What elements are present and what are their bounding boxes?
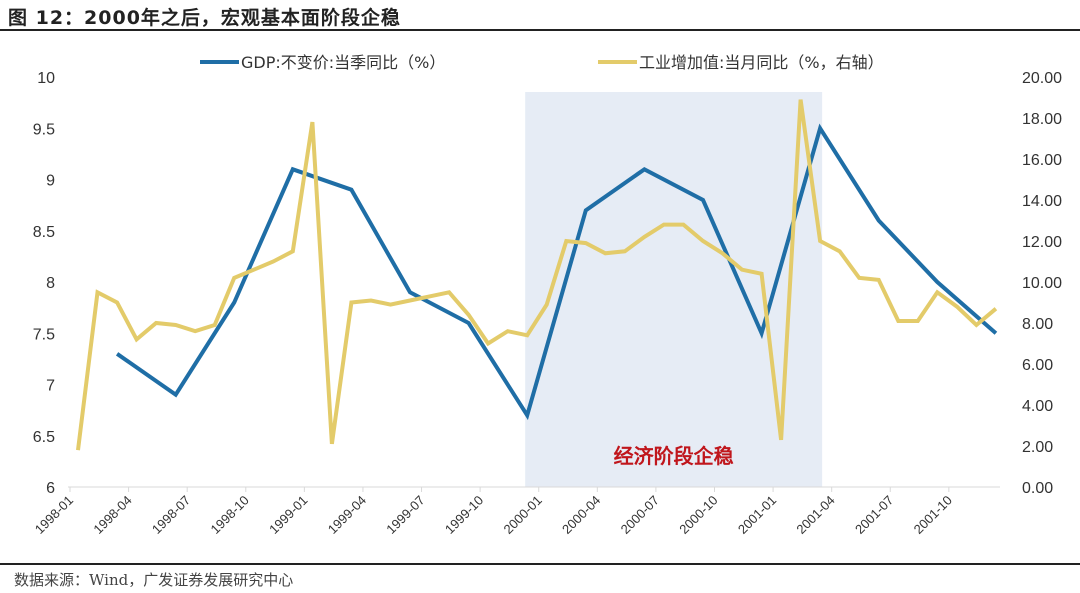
legend-label: 工业增加值:当月同比（%，右轴） [639, 53, 884, 72]
figure-title: 图 12：2000年之后，宏观基本面阶段企稳 [8, 7, 401, 29]
x-tick-label: 2001-01 [735, 493, 779, 537]
y-right-tick-label: 0.00 [1022, 480, 1053, 497]
x-tick-label: 1999-10 [442, 493, 486, 537]
x-tick-label: 2000-07 [618, 493, 662, 537]
x-tick-label: 2000-01 [500, 493, 544, 537]
x-tick-label: 2000-10 [676, 493, 720, 537]
y-right-tick-label: 12.00 [1022, 234, 1062, 251]
x-tick-label: 2001-04 [793, 493, 837, 537]
series-line-gdp [115, 123, 998, 421]
y-right-tick-label: 8.00 [1022, 316, 1053, 333]
y-right-tick-label: 18.00 [1022, 111, 1062, 128]
x-tick-label: 1999-07 [383, 493, 427, 537]
y-left-tick-label: 6 [46, 480, 55, 497]
y-left-tick-label: 7 [46, 378, 55, 395]
legend-label: GDP:不变价:当季同比（%） [241, 53, 445, 72]
x-tick-label: 1998-07 [149, 493, 193, 537]
y-left-tick-label: 6.5 [33, 429, 55, 446]
y-right-tick-label: 16.00 [1022, 152, 1062, 169]
x-tick-label: 1998-01 [32, 493, 76, 537]
y-left-tick-label: 8 [46, 275, 55, 292]
x-tick-label: 2000-04 [559, 493, 603, 537]
y-right-tick-label: 10.00 [1022, 275, 1062, 292]
y-left-tick-label: 10 [37, 70, 55, 87]
x-tick-label: 2001-10 [911, 493, 955, 537]
y-right-tick-label: 14.00 [1022, 193, 1062, 210]
x-tick-label: 1999-04 [325, 493, 369, 537]
y-right-tick-label: 6.00 [1022, 357, 1053, 374]
y-right-tick-label: 2.00 [1022, 439, 1053, 456]
x-tick-label: 1998-04 [90, 493, 134, 537]
x-tick-label: 1999-01 [266, 493, 310, 537]
y-left-tick-label: 9.5 [33, 121, 55, 138]
x-tick-label: 1998-10 [208, 493, 252, 537]
y-left-tick-label: 9 [46, 173, 55, 190]
source-note: 数据来源：Wind，广发证券发展研究中心 [14, 571, 294, 589]
shaded-region [525, 92, 823, 487]
title-divider [0, 29, 1080, 31]
y-left-tick-label: 8.5 [33, 224, 55, 241]
y-right-tick-label: 4.00 [1022, 398, 1053, 415]
y-right-tick-label: 20.00 [1022, 70, 1062, 87]
series-line-industrial-value-added [76, 99, 998, 451]
shaded-region-label: 经济阶段企稳 [614, 444, 734, 468]
source-divider [0, 563, 1080, 565]
x-tick-label: 2001-07 [852, 493, 896, 537]
y-left-tick-label: 7.5 [33, 326, 55, 343]
